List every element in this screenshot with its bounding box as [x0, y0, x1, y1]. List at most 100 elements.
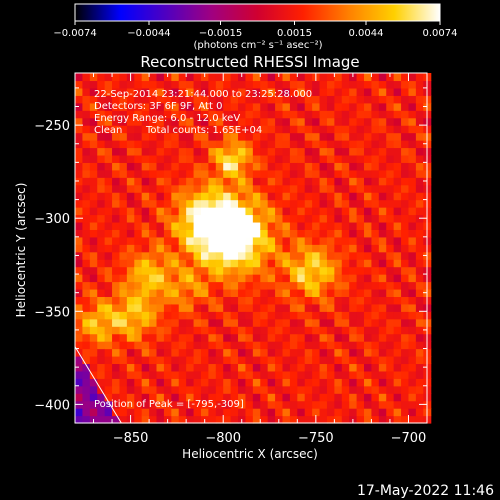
heatmap-cell: [112, 110, 121, 119]
heatmap-cell: [126, 147, 135, 156]
heatmap-cell: [89, 259, 98, 268]
heatmap-cell: [141, 385, 150, 394]
heatmap-cell: [378, 207, 387, 216]
heatmap-cell: [178, 333, 187, 342]
heatmap-cell: [193, 408, 202, 417]
heatmap-cell: [200, 370, 209, 379]
heatmap-cell: [282, 207, 291, 216]
heatmap-cell: [289, 184, 298, 193]
heatmap-cell: [171, 117, 180, 126]
heatmap-cell: [378, 348, 387, 357]
heatmap-cell: [275, 408, 284, 417]
heatmap-cell: [134, 154, 143, 163]
heatmap-cell: [178, 229, 187, 238]
heatmap-cell: [238, 132, 247, 141]
heatmap-cell: [134, 378, 143, 387]
heatmap-cell: [112, 326, 121, 335]
heatmap-cell: [112, 154, 121, 163]
heatmap-cell: [326, 318, 335, 327]
heatmap-cell: [178, 117, 187, 126]
x-tick-label: −700: [391, 431, 427, 446]
heatmap-cell: [267, 125, 276, 134]
heatmap-cell: [341, 162, 350, 171]
heatmap-cell: [289, 110, 298, 119]
heatmap-cell: [393, 393, 402, 402]
heatmap-cell: [89, 348, 98, 357]
heatmap-cell: [230, 378, 239, 387]
heatmap-cell: [104, 162, 113, 171]
heatmap-cell: [401, 73, 410, 82]
heatmap-cell: [141, 400, 150, 409]
heatmap-cell: [275, 378, 284, 387]
heatmap-cell: [289, 326, 298, 335]
heatmap-cell: [208, 169, 217, 178]
heatmap-cell: [112, 333, 121, 342]
heatmap-cell: [408, 229, 417, 238]
heatmap-cell: [393, 378, 402, 387]
heatmap-cell: [112, 162, 121, 171]
heatmap-cell: [89, 370, 98, 379]
heatmap-cell: [134, 303, 143, 312]
heatmap-cell: [186, 207, 195, 216]
heatmap-cell: [319, 266, 328, 275]
heatmap-cell: [334, 393, 343, 402]
heatmap-cell: [163, 140, 172, 149]
heatmap-cell: [326, 199, 335, 208]
heatmap-cell: [349, 281, 358, 290]
heatmap-cell: [141, 393, 150, 402]
heatmap-cell: [282, 214, 291, 223]
heatmap-cell: [349, 355, 358, 365]
heatmap-cell: [208, 229, 217, 238]
heatmap-cell: [82, 296, 91, 305]
observation-info: 22-Sep-2014 23:21:44.000 to 23:25:28.000…: [94, 89, 312, 136]
heatmap-cell: [401, 244, 410, 253]
heatmap-cell: [75, 199, 84, 208]
heatmap-cell: [297, 177, 306, 186]
heatmap-cell: [326, 87, 335, 96]
heatmap-cell: [341, 207, 350, 216]
heatmap-cell: [82, 229, 91, 238]
heatmap-cell: [200, 408, 209, 417]
heatmap-cell: [223, 221, 232, 230]
heatmap-cell: [97, 102, 106, 111]
heatmap-cell: [104, 95, 113, 104]
heatmap-cell: [126, 140, 135, 149]
heatmap-cell: [75, 236, 84, 245]
heatmap-cell: [82, 73, 91, 82]
heatmap-cell: [171, 184, 180, 193]
heatmap-cell: [193, 378, 202, 387]
heatmap-cell: [297, 378, 306, 387]
heatmap-cell: [312, 214, 321, 223]
heatmap-cell: [341, 415, 350, 424]
heatmap-cell: [408, 355, 417, 365]
heatmap-cell: [119, 326, 128, 335]
heatmap-cell: [223, 207, 232, 216]
heatmap-cell: [156, 132, 165, 141]
heatmap-cell: [156, 400, 165, 409]
heatmap-cell: [334, 348, 343, 357]
heatmap-cell: [178, 296, 187, 305]
heatmap-cell: [401, 214, 410, 223]
heatmap-cell: [371, 207, 380, 216]
heatmap-cell: [245, 80, 254, 89]
heatmap-cell: [401, 348, 410, 357]
heatmap-cell: [208, 244, 217, 253]
heatmap-cell: [178, 318, 187, 327]
heatmap-cell: [371, 73, 380, 82]
heatmap-cell: [82, 415, 91, 424]
heatmap-cell: [171, 221, 180, 230]
heatmap-cell: [119, 370, 128, 379]
heatmap-cell: [104, 341, 113, 350]
heatmap-cell: [215, 229, 224, 238]
heatmap-cell: [386, 408, 395, 417]
heatmap-cell: [238, 274, 247, 283]
heatmap-cell: [378, 229, 387, 238]
heatmap-cell: [215, 400, 224, 409]
heatmap-cell: [408, 192, 417, 201]
heatmap-cell: [119, 236, 128, 245]
heatmap-cell: [275, 251, 284, 260]
heatmap-cell: [364, 87, 373, 96]
heatmap-cell: [356, 348, 365, 357]
heatmap-cell: [304, 229, 313, 238]
heatmap-cell: [356, 87, 365, 96]
